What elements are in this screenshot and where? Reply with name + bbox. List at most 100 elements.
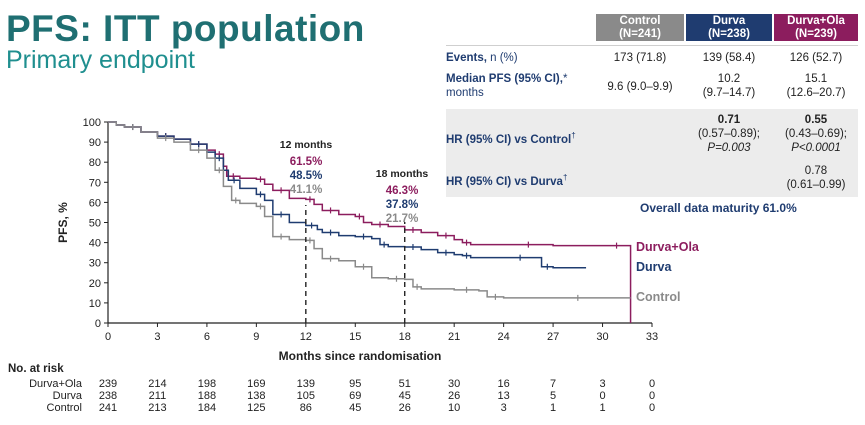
header-control-name: Control [619, 15, 661, 27]
landmark-value: 46.3% [386, 185, 419, 197]
x-axis-title: Months since randomisation [279, 349, 442, 363]
risk-row-label: Control [46, 402, 82, 414]
risk-count: 69 [349, 390, 362, 402]
x-tick-label: 21 [448, 331, 460, 343]
header-durva-n: (N=238) [708, 27, 750, 40]
y-tick-label: 10 [89, 298, 101, 310]
hr-control-durva-ci: (0.57–0.89); [697, 128, 760, 140]
row-hr-control-label-bold: HR (95% CI) vs Control [446, 133, 572, 146]
events-control: 173 (71.8) [613, 52, 667, 64]
risk-count: 241 [98, 402, 118, 414]
median-durva-ola: 15.1 (12.6–20.7) [774, 72, 858, 100]
risk-count: 26 [448, 390, 461, 402]
risk-count: 213 [148, 402, 167, 414]
landmark-value: 21.7% [386, 213, 419, 225]
header-durva-ola-n: (N=239) [795, 27, 837, 40]
events-durva-ola: 126 (52.7) [789, 52, 843, 64]
landmark-value: 41.1% [290, 184, 323, 196]
hr-durva-durva-ola: 0.78 (0.61–0.99) [774, 164, 858, 192]
risk-count: 5 [550, 390, 557, 402]
row-divider [446, 45, 858, 46]
hr-control-durva-ola-value: 0.55 [804, 114, 828, 126]
x-tick-label: 9 [253, 331, 259, 343]
y-tick-label: 20 [89, 278, 101, 290]
risk-count: 214 [148, 378, 167, 390]
risk-count: 13 [497, 390, 510, 402]
risk-count: 125 [247, 402, 266, 414]
y-tick-label: 40 [89, 238, 101, 250]
row-events-label-rest: n (%) [486, 52, 518, 64]
x-tick-label: 6 [204, 331, 210, 343]
row-events-label-bold: Events, [446, 52, 487, 64]
x-tick-label: 24 [498, 331, 510, 343]
risk-count: 1 [599, 402, 606, 414]
risk-count: 0 [648, 402, 656, 414]
row-median-label-line2: months [446, 87, 484, 99]
median-durva-ci: (9.7–14.7) [702, 87, 756, 99]
risk-count: 95 [349, 378, 362, 390]
row-median-label-bold: Median PFS (95% CI), [446, 73, 563, 85]
row-hr-control-dagger: † [571, 131, 576, 140]
header-durva: Durva (N=238) [686, 14, 772, 41]
row-median-label: Median PFS (95% CI),* months [446, 72, 567, 100]
y-tick-label: 60 [89, 197, 101, 209]
hr-control-durva-p: P=0.003 [707, 142, 751, 154]
risk-count: 184 [197, 402, 217, 414]
risk-count: 139 [296, 378, 315, 390]
hr-shaded-area [446, 109, 858, 197]
risk-count: 51 [398, 378, 411, 390]
y-tick-label: 50 [89, 218, 101, 230]
header-durva-name: Durva [712, 15, 746, 27]
landmark-title: 18 months [376, 168, 429, 180]
row-hr-durva-label-bold: HR (95% CI) vs Durva [446, 175, 563, 188]
y-tick-label: 80 [89, 157, 101, 169]
risk-count: 198 [197, 378, 217, 390]
risk-count: 86 [299, 402, 312, 414]
x-tick-label: 0 [105, 331, 111, 343]
median-durva-ola-ci: (12.6–20.7) [786, 87, 846, 99]
risk-count: 16 [497, 378, 510, 390]
row-hr-durva-label: HR (95% CI) vs Durva† [446, 171, 567, 189]
series-label: Durva [636, 260, 672, 274]
landmark-value: 48.5% [290, 170, 323, 182]
header-control: Control (N=241) [596, 14, 684, 41]
x-tick-label: 27 [547, 331, 559, 343]
median-durva: 10.2 (9.7–14.7) [686, 72, 772, 100]
hr-control-durva-ola-ci: (0.43–0.69); [784, 128, 847, 140]
y-tick-label: 100 [83, 117, 101, 129]
risk-count: 45 [398, 390, 411, 402]
risk-table-title: No. at risk [8, 363, 64, 375]
x-tick-label: 12 [300, 331, 312, 343]
y-tick-label: 30 [89, 258, 101, 270]
y-tick-label: 90 [89, 137, 101, 149]
risk-row-label: Durva+Ola [29, 378, 82, 390]
chart-curves [108, 121, 632, 323]
hr-durva-durva-ola-ci: (0.61–0.99) [786, 179, 846, 191]
x-tick-label: 3 [154, 331, 160, 343]
series-label: Control [636, 290, 680, 304]
y-axis-title: PFS, % [56, 202, 70, 243]
risk-count: 211 [148, 390, 167, 402]
header-durva-ola-name: Durva+Ola [787, 15, 845, 27]
y-tick-label: 0 [95, 318, 101, 330]
series-label: Durva+Ola [636, 240, 700, 254]
risk-count: 1 [550, 402, 557, 414]
row-hr-control-label: HR (95% CI) vs Control† [446, 129, 576, 147]
events-durva: 139 (58.4) [702, 52, 756, 64]
km-curve-durva [108, 121, 587, 269]
chart-axes: 0 10 20 30 40 50 60 70 80 90 100 0 3 6 9 12 15 18 21 24 27 30… [56, 117, 658, 363]
hr-control-durva-ola-p: P<0.0001 [791, 142, 841, 154]
row-median-label-rest: * [562, 73, 568, 85]
risk-count: 138 [247, 390, 266, 402]
median-durva-value: 10.2 [717, 73, 741, 85]
hr-control-durva: 0.71 (0.57–0.89); P=0.003 [686, 113, 772, 155]
risk-count: 0 [648, 378, 656, 390]
risk-count: 0 [648, 390, 656, 402]
x-tick-label: 33 [646, 331, 658, 343]
hr-control-durva-value: 0.71 [717, 114, 741, 126]
data-maturity-note: Overall data maturity 61.0% [640, 201, 797, 215]
x-tick-label: 15 [349, 331, 361, 343]
risk-count: 0 [599, 390, 606, 402]
km-curve-durva-ola [108, 121, 632, 323]
